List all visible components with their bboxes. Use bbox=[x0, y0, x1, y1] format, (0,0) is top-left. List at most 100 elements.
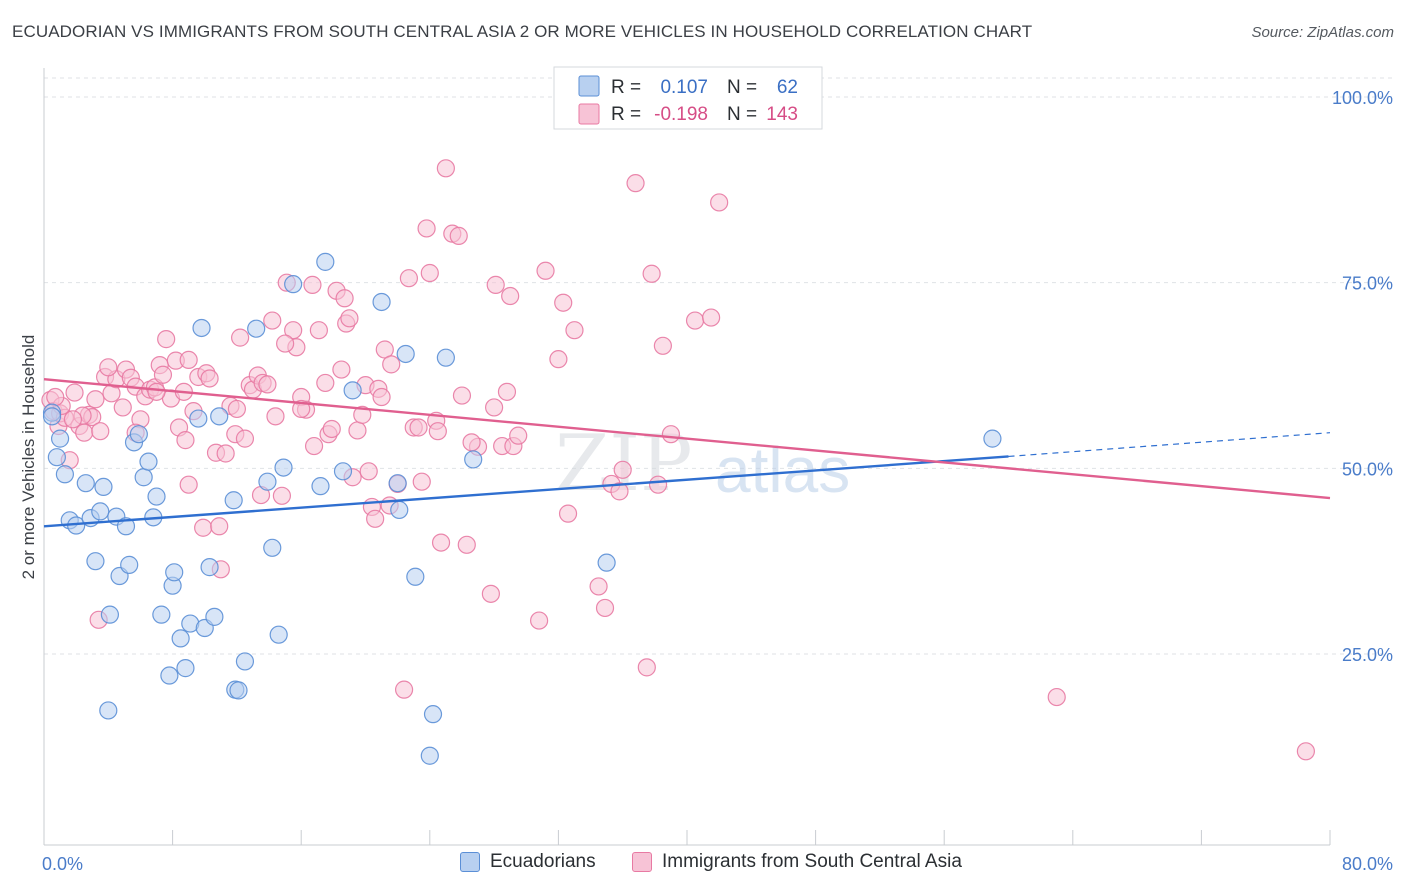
point-south-central-asia bbox=[648, 475, 668, 494]
point-south-central-asia bbox=[272, 486, 292, 505]
point-south-central-asia bbox=[554, 293, 573, 312]
trend-line-south-central-asia bbox=[43, 378, 1331, 500]
point-south-central-asia bbox=[509, 426, 528, 445]
point-south-central-asia bbox=[359, 462, 378, 481]
x-tick-labels: 0.0% 80.0% bbox=[42, 854, 1393, 874]
point-ecuadorians bbox=[316, 252, 335, 271]
point-south-central-asia bbox=[449, 226, 468, 245]
point-south-central-asia bbox=[485, 398, 504, 417]
point-ecuadorians bbox=[210, 407, 229, 426]
point-south-central-asia bbox=[309, 321, 328, 340]
point-south-central-asia bbox=[194, 518, 213, 537]
point-south-central-asia bbox=[428, 422, 447, 441]
point-ecuadorians bbox=[147, 487, 166, 506]
point-south-central-asia bbox=[420, 263, 439, 283]
point-ecuadorians bbox=[94, 477, 113, 496]
point-south-central-asia bbox=[399, 269, 419, 288]
point-ecuadorians bbox=[597, 553, 616, 572]
point-south-central-asia bbox=[530, 611, 549, 630]
y-tick-label: 100.0% bbox=[1332, 88, 1393, 108]
point-south-central-asia bbox=[417, 219, 436, 238]
point-south-central-asia bbox=[179, 475, 198, 494]
trend-line-ecuadorians bbox=[43, 455, 1009, 528]
legend-swatch-pink bbox=[578, 103, 600, 125]
point-ecuadorians bbox=[91, 502, 110, 521]
point-south-central-asia bbox=[86, 390, 105, 409]
series-legend: Ecuadorians Immigrants from South Centra… bbox=[0, 851, 1406, 879]
point-south-central-asia bbox=[685, 311, 705, 330]
point-south-central-asia bbox=[653, 336, 672, 355]
point-south-central-asia bbox=[335, 289, 354, 308]
point-south-central-asia bbox=[46, 387, 65, 407]
point-ecuadorians bbox=[55, 465, 74, 484]
point-ecuadorians bbox=[247, 319, 266, 338]
legend-n-label-blue: N = bbox=[727, 77, 757, 98]
point-ecuadorians bbox=[420, 746, 439, 765]
point-ecuadorians bbox=[200, 558, 219, 577]
point-south-central-asia bbox=[157, 330, 176, 349]
source-label: Source: ZipAtlas.com bbox=[1251, 24, 1394, 41]
point-south-central-asia bbox=[210, 517, 229, 536]
point-south-central-asia bbox=[340, 309, 359, 328]
point-ecuadorians bbox=[50, 429, 70, 448]
point-ecuadorians bbox=[388, 474, 407, 493]
point-south-central-asia bbox=[409, 418, 428, 437]
point-ecuadorians bbox=[76, 474, 95, 493]
point-south-central-asia bbox=[436, 159, 455, 178]
legend-n-value-pink: 143 bbox=[766, 104, 798, 125]
point-ecuadorians bbox=[258, 472, 277, 491]
point-ecuadorians bbox=[269, 625, 288, 644]
legend-label-ecuadorians: Ecuadorians bbox=[490, 851, 596, 872]
point-south-central-asia bbox=[304, 436, 324, 456]
point-ecuadorians bbox=[423, 705, 443, 724]
point-ecuadorians bbox=[42, 407, 62, 426]
point-south-central-asia bbox=[65, 383, 84, 402]
point-ecuadorians bbox=[284, 275, 303, 294]
legend-n-label-pink: N = bbox=[727, 104, 757, 125]
point-ecuadorians bbox=[436, 348, 455, 367]
point-south-central-asia bbox=[176, 431, 195, 450]
legend-r-value-pink: -0.198 bbox=[654, 104, 708, 125]
point-ecuadorians bbox=[983, 429, 1002, 448]
point-ecuadorians bbox=[176, 659, 195, 678]
point-south-central-asia bbox=[231, 328, 250, 347]
point-south-central-asia bbox=[382, 355, 401, 374]
point-south-central-asia bbox=[303, 275, 322, 294]
legend-swatch-blue bbox=[578, 75, 600, 97]
point-south-central-asia bbox=[276, 334, 295, 353]
point-ecuadorians bbox=[120, 555, 139, 574]
point-ecuadorians bbox=[235, 652, 255, 671]
point-south-central-asia bbox=[179, 350, 198, 370]
y-tick-labels: 25.0% 50.0% 75.0% 100.0% bbox=[1332, 88, 1393, 665]
point-south-central-asia bbox=[394, 680, 414, 699]
point-ecuadorians bbox=[100, 605, 120, 624]
point-ecuadorians bbox=[205, 607, 224, 626]
point-ecuadorians bbox=[390, 500, 409, 520]
point-south-central-asia bbox=[457, 535, 476, 554]
point-ecuadorians bbox=[171, 629, 190, 648]
point-south-central-asia bbox=[661, 425, 681, 444]
point-south-central-asia bbox=[481, 584, 500, 603]
point-ecuadorians bbox=[189, 409, 208, 428]
point-ecuadorians bbox=[160, 666, 179, 685]
point-south-central-asia bbox=[642, 264, 661, 283]
legend-item-south-central-asia: Immigrants from South Central Asia bbox=[632, 851, 962, 873]
point-ecuadorians bbox=[333, 462, 353, 481]
point-south-central-asia bbox=[1296, 742, 1315, 761]
legend-swatch-south-central-asia bbox=[632, 852, 652, 872]
point-ecuadorians bbox=[224, 491, 243, 510]
point-ecuadorians bbox=[129, 425, 148, 444]
point-south-central-asia bbox=[462, 433, 481, 452]
point-south-central-asia bbox=[452, 386, 472, 405]
point-south-central-asia bbox=[263, 311, 282, 330]
point-south-central-asia bbox=[348, 421, 367, 440]
y-tick-label: 50.0% bbox=[1342, 459, 1393, 479]
legend-swatch-ecuadorians bbox=[460, 852, 480, 872]
point-south-central-asia bbox=[613, 460, 632, 479]
point-ecuadorians bbox=[372, 292, 391, 312]
axes bbox=[43, 68, 1331, 846]
point-south-central-asia bbox=[589, 577, 608, 596]
point-south-central-asia bbox=[284, 321, 303, 340]
point-south-central-asia bbox=[497, 382, 517, 401]
point-south-central-asia bbox=[710, 193, 729, 212]
